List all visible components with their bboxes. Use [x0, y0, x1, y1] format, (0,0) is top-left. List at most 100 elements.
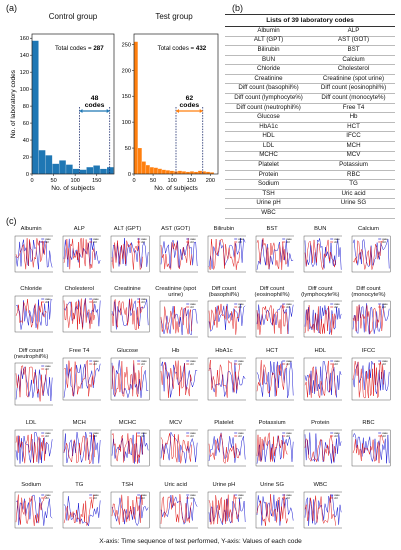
small-multiple-title: MCHC [118, 420, 137, 426]
legend-ctrl-label: ctrl [286, 434, 290, 438]
legend-ctrl-label: ctrl [190, 305, 194, 309]
legend-case-label: case [190, 494, 196, 497]
legend-ctrl-label: ctrl [334, 434, 338, 438]
legend-ctrl-label: ctrl [286, 305, 290, 309]
mini-plot-frame [255, 429, 295, 467]
case-series-line [15, 366, 53, 402]
small-multiple-title: BST [266, 226, 278, 232]
legend-case-label: case [142, 238, 148, 241]
legend-ctrl-label: ctrl [334, 240, 338, 244]
case-series-line [353, 360, 390, 394]
table-row: TSH Uric acid [225, 189, 395, 200]
case-series-line [15, 432, 53, 464]
plot-frame [133, 33, 219, 175]
panel-label-a: (a) [6, 3, 17, 13]
legend-case-label: case [142, 298, 148, 301]
lab-code-left-cell: Albumin [225, 26, 313, 37]
ctrl-series-line [160, 237, 192, 271]
legend-case-label: case [45, 432, 51, 435]
table-row: Protein RBC [225, 170, 395, 181]
ctrl-series-line [112, 238, 144, 271]
ctrl-series-line [304, 305, 337, 335]
legend-ctrl-label: ctrl [383, 362, 387, 366]
small-multiple-title: Hb [171, 348, 180, 354]
legend-case-label: case [93, 432, 99, 435]
histogram-bar [186, 171, 190, 174]
table-row: Chloride Cholesterol [225, 64, 395, 75]
ctrl-series-line [63, 237, 96, 270]
histogram-bar [142, 161, 146, 174]
lab-code-left-cell: Platelet [225, 160, 313, 171]
y-tick-label: 150 [122, 94, 131, 100]
x-tick-label: 0 [132, 178, 135, 184]
ctrl-series-line [112, 360, 144, 397]
legend-case-label: case [286, 494, 292, 497]
small-multiple-title: Diff count (basophil%) [208, 286, 240, 298]
lab-code-right-cell: Creatinine (spot urine) [312, 74, 395, 85]
small-multiple-title: Platelet [214, 420, 234, 426]
table-row: BUN Calcium [225, 55, 395, 66]
y-tick-label: 100 [20, 87, 29, 93]
legend-case-label: case [45, 238, 51, 241]
small-multiple-title: RBC [362, 420, 375, 426]
lab-code-left-cell: LDL [225, 141, 313, 152]
ctrl-series-line [256, 238, 289, 270]
case-series-line [112, 238, 149, 268]
lab-code-left-cell: HDL [225, 131, 313, 142]
case-series-line [15, 299, 53, 330]
ctrl-series-line [160, 306, 192, 335]
legend-ctrl-label: ctrl [286, 496, 290, 500]
y-tick-label: 80 [23, 104, 29, 110]
ctrl-series-line [353, 239, 385, 270]
lab-code-right-cell: BST [312, 45, 395, 56]
legend-ctrl-label: ctrl [93, 434, 97, 438]
histogram-bar [170, 170, 174, 174]
legend-case-label: case [190, 432, 196, 435]
legend-case-label: case [93, 494, 99, 497]
histogram-bar [150, 167, 154, 174]
y-tick-label: 160 [20, 36, 29, 42]
legend-case-label: case [190, 303, 196, 306]
histogram-bar [162, 169, 166, 174]
ctrl-series-line [304, 239, 337, 270]
lab-code-left-cell: Protein [225, 170, 313, 181]
histogram-bar [93, 165, 100, 174]
laboratory-codes-table: Lists of 39 laboratory codes Albumin ALP A… [225, 14, 395, 219]
histogram-bar [154, 167, 158, 174]
lab-code-right-cell: HCT [312, 122, 395, 133]
small-multiple-title: Creatinine (spot urine) [155, 286, 197, 298]
legend-ctrl-label: ctrl [286, 240, 290, 244]
histogram-bar [146, 165, 150, 174]
histogram-bar [66, 164, 73, 174]
lab-code-right-cell: Cholesterol [312, 64, 395, 75]
lab-code-right-cell: Free T4 [312, 103, 395, 114]
small-multiple-title: Sodium [21, 482, 41, 488]
lab-code-left-cell: Chloride [225, 64, 313, 75]
lab-code-left-cell: Diff count (basophil%) [225, 83, 313, 95]
histogram-bar [194, 171, 198, 174]
legend-ctrl-label: ctrl [142, 300, 146, 304]
legend-case-label: case [286, 238, 292, 241]
legend-case-label: case [142, 360, 148, 363]
legend-ctrl-label: ctrl [93, 496, 97, 500]
lab-code-right-cell: ALP [312, 26, 395, 37]
histogram-bar [32, 40, 39, 175]
table-title: Lists of 39 laboratory codes [225, 14, 395, 27]
legend-case-label: case [45, 494, 51, 497]
lab-code-right-cell: Potassium [312, 160, 395, 171]
small-multiple-title: ALP [73, 226, 85, 232]
ctrl-series-line [208, 238, 240, 270]
histogram-bar [38, 150, 46, 174]
legend-case-label: case [238, 494, 244, 497]
legend-ctrl-label: ctrl [383, 434, 387, 438]
x-tick-label: 100 [70, 178, 79, 184]
